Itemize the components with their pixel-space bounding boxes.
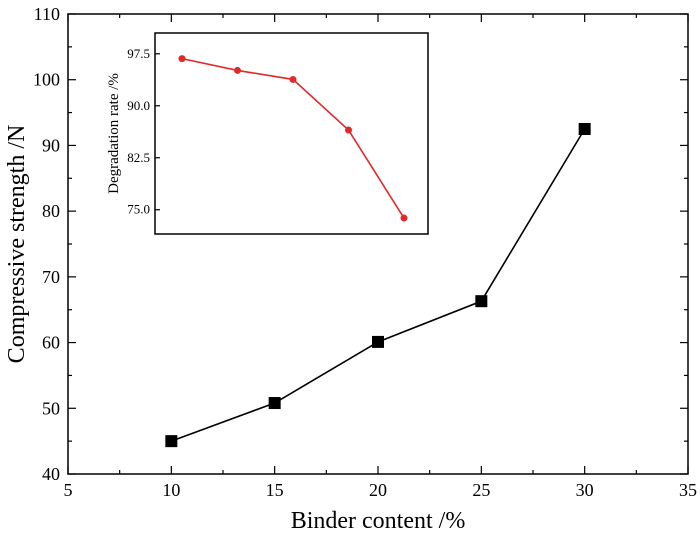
inset-y-axis-title: Degradation rate /% bbox=[106, 73, 122, 194]
y-tick-label: 60 bbox=[42, 333, 60, 353]
data-point-square bbox=[268, 397, 281, 410]
y-tick-label: 110 bbox=[34, 4, 60, 24]
inset-plot: 75.0 82.5 90.0 97.5 Degradation rate /% bbox=[106, 32, 429, 235]
y-tick-label: 40 bbox=[42, 464, 60, 484]
inset-y-tick-label: 82.5 bbox=[127, 150, 150, 165]
inset-y-tick-label: 75.0 bbox=[127, 202, 150, 217]
data-point-square bbox=[372, 335, 384, 348]
inset-frame bbox=[154, 32, 429, 235]
y-tick-label: 50 bbox=[42, 398, 60, 418]
data-point-square bbox=[475, 295, 488, 308]
x-axis-title: Binder content /% bbox=[291, 508, 466, 534]
inset-data-point bbox=[400, 214, 408, 222]
main-plot: 5 10 15 20 25 30 35 40 50 60 70 80 90 100 110 Binder co… bbox=[4, 4, 697, 534]
inset-data-point bbox=[345, 126, 352, 134]
x-tick-label: 35 bbox=[679, 480, 697, 500]
x-tick-label: 15 bbox=[266, 480, 284, 500]
y-axis-title: Compressive strength /N bbox=[4, 125, 30, 364]
inset-y-tick-label: 90.0 bbox=[127, 98, 150, 113]
inset-background bbox=[155, 33, 428, 234]
data-point-square bbox=[578, 123, 591, 135]
data-point-square bbox=[165, 435, 178, 448]
inset-data-point bbox=[178, 55, 186, 63]
inset-data-point bbox=[234, 66, 241, 74]
y-tick-label: 100 bbox=[33, 70, 60, 90]
x-tick-label: 10 bbox=[162, 480, 180, 500]
y-tick-label: 90 bbox=[42, 135, 60, 155]
x-tick-label: 20 bbox=[369, 480, 387, 500]
x-tick-label: 5 bbox=[64, 480, 73, 500]
x-tick-label: 25 bbox=[472, 480, 490, 500]
y-tick-label: 70 bbox=[42, 267, 60, 287]
x-tick-label: 30 bbox=[576, 480, 594, 500]
inset-y-tick-label: 97.5 bbox=[127, 46, 150, 61]
y-tick-label: 80 bbox=[42, 201, 60, 221]
inset-data-point bbox=[289, 75, 297, 83]
